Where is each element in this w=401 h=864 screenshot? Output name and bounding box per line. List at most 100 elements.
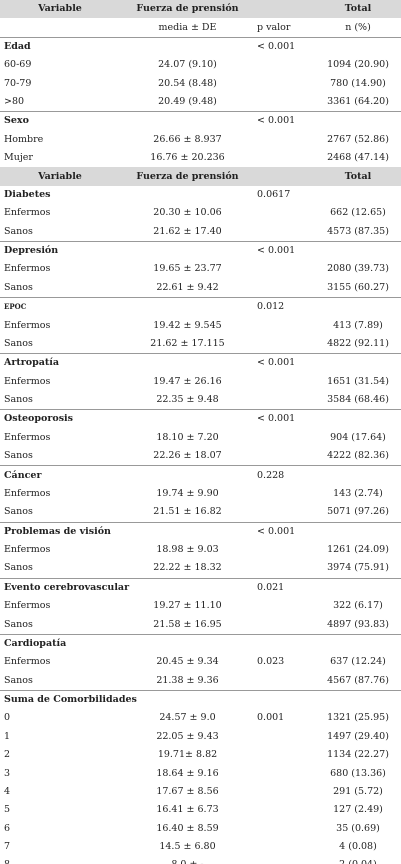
cell: 19.27 ± 11.10 [153, 600, 222, 612]
cell [120, 297, 255, 317]
cell: 21.62 ± 17.40 [153, 225, 222, 237]
cell: Sanos [4, 281, 33, 293]
cell: Artropatía [0, 353, 120, 373]
group-title-row: Depresión < 0.001 [0, 240, 401, 261]
group-title-row: Suma de Comorbilidades [0, 689, 401, 710]
cell: < 0.001 [255, 409, 315, 429]
cell [255, 131, 315, 149]
header-row: Variable Fuerza de prensión Total [0, 0, 401, 19]
data-row: Sanos 22.22 ± 18.32 3974 (75.91) [0, 559, 401, 578]
data-row: >80 20.49 (9.48) 3361 (64.20) [0, 93, 401, 112]
cell [255, 801, 315, 819]
data-row: Enfermos 19.47 ± 26.16 1651 (31.54) [0, 373, 401, 391]
cell: 35 (0.69) [336, 822, 380, 834]
cell: Enfermos [4, 263, 51, 275]
cell: 0.023 [257, 656, 285, 668]
cell [120, 689, 255, 710]
cell: 20.45 ± 9.34 [156, 656, 219, 668]
cell [255, 838, 315, 856]
cell: 3155 (60.27) [327, 281, 389, 293]
cell: Enfermos [4, 656, 51, 668]
cell: 3584 (68.46) [327, 394, 389, 406]
cell: Variable [0, 0, 120, 19]
cell: Osteoporosis [0, 409, 120, 429]
cell [255, 447, 315, 466]
group-title-row: Evento cerebrovascular 0.021 [0, 577, 401, 597]
cell [255, 204, 315, 222]
cell: 22.35 ± 9.48 [156, 394, 219, 406]
data-row: 88.0 ± - 2 (0.04) [0, 856, 401, 864]
cell: Sanos [4, 225, 33, 237]
cell [255, 820, 315, 838]
cell: 22.05 ± 9.43 [156, 730, 219, 742]
cell: 0.001 [257, 712, 285, 724]
cell [255, 149, 315, 167]
cell: Total [315, 0, 401, 19]
cell: 22.61 ± 9.42 [156, 281, 219, 293]
cell: 22.26 ± 18.07 [153, 450, 222, 462]
data-row: Sanos 21.51 ± 16.82 5071 (97.26) [0, 503, 401, 522]
cell [255, 260, 315, 278]
data-row: Sanos 22.26 ± 18.07 4222 (82.36) [0, 447, 401, 466]
cell: Sanos [4, 506, 33, 518]
cell: 4222 (82.36) [327, 450, 389, 462]
cell: Diabetes [4, 188, 51, 200]
cell: 2767 (52.86) [327, 133, 389, 145]
cell [255, 316, 315, 334]
cell [255, 746, 315, 764]
cell [315, 633, 401, 654]
cell [315, 186, 401, 204]
cell: 0.021 [255, 577, 315, 597]
data-row: 1 22.05 ± 9.43 1497 (29.40) [0, 728, 401, 746]
cell: 2 (0.04) [315, 856, 401, 864]
cell [315, 465, 401, 485]
data-row: Sanos 21.62 ± 17.115 4822 (92.11) [0, 335, 401, 354]
header-row: Variable Fuerza de prensión Total [0, 167, 401, 186]
cell [255, 223, 315, 242]
cell: 24.07 (9.10) [158, 59, 217, 71]
cell [255, 764, 315, 782]
data-row: Enfermos 18.10 ± 7.20 904 (17.64) [0, 429, 401, 447]
cell [315, 577, 401, 597]
cell: Variable [0, 167, 120, 186]
cell: 20.30 ± 10.06 [153, 207, 222, 219]
cell: 60-69 [4, 59, 32, 71]
cell: Enfermos [4, 487, 51, 499]
cell [120, 186, 255, 204]
cell [255, 335, 315, 354]
cell: 0.012 [255, 297, 315, 317]
cell: Edad [0, 36, 120, 57]
cell [120, 353, 255, 373]
group-title-row: Cáncer 0.228 [0, 465, 401, 485]
cell: Depresión [0, 240, 120, 261]
cell [315, 36, 401, 57]
cell: p valor [257, 21, 291, 33]
data-row: 60-69 24.07 (9.10) 1094 (20.90) [0, 56, 401, 74]
cell [255, 633, 315, 654]
cell [255, 541, 315, 559]
data-row: Enfermos 20.30 ± 10.06 662 (12.65) [0, 204, 401, 222]
data-row: 7 14.5 ± 6.80 4 (0.08) [0, 838, 401, 856]
cell: 16.76 ± 20.236 [150, 152, 225, 164]
cell: Sanos [4, 337, 33, 349]
cell: 8 [0, 856, 120, 864]
cell: 14.5 ± 6.80 [159, 841, 216, 853]
cell [255, 783, 315, 801]
cell: < 0.001 [255, 240, 315, 261]
group-title-row: Problemas de visión < 0.001 [0, 521, 401, 541]
cell: Enfermos [4, 544, 51, 556]
cell: Cardiopatía [0, 633, 120, 654]
cell [255, 279, 315, 298]
subheader-row: media ± DE p valor n (%) [0, 18, 401, 37]
data-row: 4 17.67 ± 8.56 291 (5.72) [0, 783, 401, 801]
data-row: Sanos 22.61 ± 9.42 3155 (60.27) [0, 279, 401, 298]
cell [315, 353, 401, 373]
cell: 2 [4, 749, 11, 761]
cell: 19.71± 8.82 [157, 749, 218, 761]
cell [255, 93, 315, 112]
cell: 780 (14.90) [330, 77, 386, 89]
cell: 7 [4, 841, 11, 853]
data-row: Enfermos 18.98 ± 9.03 1261 (24.09) [0, 541, 401, 559]
